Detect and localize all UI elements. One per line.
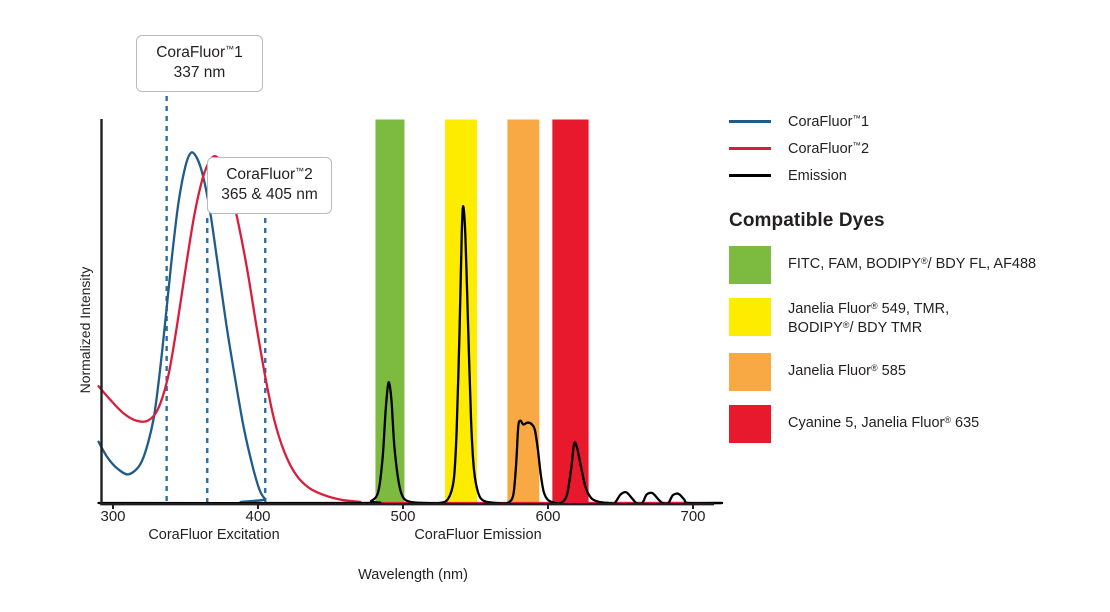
- callout-2-line2: 365 & 405 nm: [221, 185, 318, 203]
- legend-line-label: Emission: [788, 167, 847, 184]
- dye-color-swatch: [729, 352, 771, 391]
- registered-icon: ®: [871, 301, 878, 311]
- registered-icon: ®: [920, 256, 928, 266]
- callout-1-suffix: 1: [234, 44, 243, 61]
- dye-color-swatch: [729, 298, 771, 336]
- callout-corafluor-2: CoraFluor™2 365 & 405 nm: [207, 157, 332, 214]
- legend-line-row-2[interactable]: CoraFluor™2: [729, 135, 1099, 162]
- dye-row-4[interactable]: Cyanine 5, Janelia Fluor® 635: [729, 404, 1099, 443]
- legend-panel: CoraFluor™1 CoraFluor™2 Emission Compatibl…: [729, 108, 1099, 443]
- legend-line-label: CoraFluor™2: [788, 140, 870, 157]
- x-axis-ticks: [112, 504, 694, 509]
- orange-band: [507, 119, 540, 504]
- callout-corafluor-1: CoraFluor™1 337 nm: [136, 35, 263, 92]
- trademark-icon: ™: [852, 113, 861, 123]
- dye-color-swatch: [729, 404, 771, 443]
- registered-icon: ®: [871, 362, 878, 373]
- trademark-icon: ™: [852, 140, 861, 150]
- y-axis-title: Normalized Intensity: [77, 266, 93, 394]
- legend-line-swatch: [729, 147, 771, 150]
- dye-label: Janelia Fluor® 549, TMR, BODIPY®/ BDY TMR: [788, 301, 950, 337]
- dye-label: Cyanine 5, Janelia Fluor® 635: [788, 414, 980, 431]
- dye-color-swatch: [729, 246, 771, 284]
- legend-line-swatch: [729, 120, 771, 123]
- callout-1-title: CoraFluor: [156, 44, 226, 61]
- line-legend: CoraFluor™1 CoraFluor™2 Emission: [729, 108, 1099, 189]
- registered-icon: ®: [944, 414, 952, 425]
- legend-line-row-1[interactable]: CoraFluor™1: [729, 108, 1099, 135]
- callout-1-line1: CoraFluor™1: [149, 43, 250, 63]
- spectra-curves: [97, 151, 724, 505]
- dye-row-1[interactable]: FITC, FAM, BODIPY®/ BDY FL, AF488: [729, 246, 1099, 284]
- callout-2-line1: CoraFluor™2: [220, 165, 319, 185]
- legend-line-row-3[interactable]: Emission: [729, 162, 1099, 189]
- x-tick-label-600: 600: [535, 508, 561, 525]
- x-axis-title: Wavelength (nm): [358, 567, 468, 583]
- curve-emission-000000: [97, 205, 724, 505]
- green-band: [375, 119, 405, 504]
- legend-line-label: CoraFluor™1: [788, 113, 870, 130]
- registered-icon: ®: [842, 320, 850, 331]
- excitation-section-label: CoraFluor Excitation: [148, 527, 280, 543]
- x-tick-label-300: 300: [100, 508, 126, 525]
- trademark-icon: ™: [295, 166, 305, 176]
- x-tick-label-700: 700: [680, 508, 706, 525]
- callout-1-line2: 337 nm: [173, 63, 226, 81]
- x-tick-label-500: 500: [390, 508, 416, 525]
- dye-label: Janelia Fluor® 585: [788, 362, 906, 379]
- red-band: [552, 119, 589, 504]
- compatible-dyes-list: FITC, FAM, BODIPY®/ BDY FL, AF488 Janelia…: [729, 246, 1099, 443]
- trademark-icon: ™: [225, 44, 235, 54]
- compatible-dyes-heading: Compatible Dyes: [729, 210, 885, 231]
- curve-excitation-d81e3c: [97, 155, 724, 505]
- callout-2-suffix: 2: [304, 166, 313, 183]
- curve-excitation-1f5c8b: [97, 151, 724, 505]
- callout-2-title: CoraFluor: [226, 166, 296, 183]
- emission-section-label: CoraFluor Emission: [414, 527, 542, 543]
- dye-label: FITC, FAM, BODIPY®/ BDY FL, AF488: [788, 256, 1037, 272]
- x-tick-label-400: 400: [245, 508, 271, 525]
- legend-line-swatch: [729, 174, 771, 177]
- wavelength-bands: [375, 119, 589, 504]
- dye-row-3[interactable]: Janelia Fluor® 585: [729, 352, 1099, 391]
- dye-row-2[interactable]: Janelia Fluor® 549, TMR, BODIPY®/ BDY TMR: [729, 298, 1099, 339]
